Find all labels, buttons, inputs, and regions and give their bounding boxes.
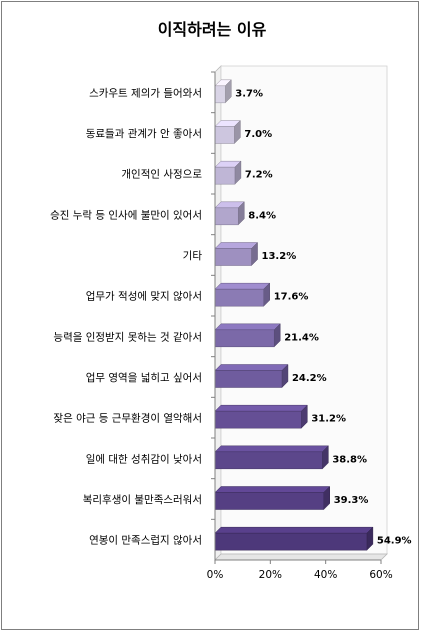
bar-face bbox=[214, 166, 236, 185]
category-label: 복리후생이 불만족스러워서 bbox=[83, 493, 202, 506]
bar bbox=[214, 241, 259, 267]
bar-top bbox=[214, 242, 259, 249]
bar bbox=[214, 485, 331, 511]
x-tick-label: 20% bbox=[259, 569, 282, 581]
bar-top bbox=[214, 282, 271, 290]
category-label: 승진 누락 등 인사에 불만이 있어서 bbox=[50, 209, 202, 221]
bar bbox=[214, 79, 232, 104]
data-label: 31.2% bbox=[311, 414, 346, 425]
bar-face bbox=[214, 207, 239, 226]
category-label: 잦은 야근 등 근무환경이 열악해서 bbox=[53, 412, 202, 425]
data-label: 39.3% bbox=[334, 495, 369, 506]
category-label: 능력을 인정받지 못하는 것 같아서 bbox=[53, 330, 202, 343]
bar-face bbox=[214, 248, 252, 266]
category-label: 개인적인 사정으로 bbox=[121, 169, 202, 181]
data-label: 3.7% bbox=[235, 88, 263, 99]
data-label: 21.4% bbox=[284, 332, 319, 343]
bar-top bbox=[214, 323, 281, 331]
data-label: 38.8% bbox=[332, 454, 367, 465]
bar bbox=[214, 323, 281, 348]
data-label: 13.2% bbox=[262, 251, 297, 262]
bar-face bbox=[214, 410, 302, 429]
bar bbox=[214, 404, 308, 429]
data-label: 17.6% bbox=[274, 292, 309, 303]
bar-face bbox=[214, 85, 226, 104]
data-label: 8.4% bbox=[248, 210, 276, 221]
category-label: 스카우트 제의가 들어와서 bbox=[89, 87, 202, 99]
chart-title: 이직하려는 이유 bbox=[157, 20, 267, 39]
bar-top bbox=[214, 404, 308, 412]
data-label: 24.2% bbox=[292, 373, 327, 384]
data-label: 7.2% bbox=[245, 170, 273, 181]
bar-top bbox=[214, 364, 289, 371]
bar bbox=[214, 160, 242, 185]
x-tick-label: 40% bbox=[314, 569, 337, 581]
bar-face bbox=[214, 532, 368, 551]
bar bbox=[214, 201, 245, 226]
bar-top bbox=[214, 526, 374, 534]
bar-face bbox=[214, 329, 275, 348]
x-tick-label: 0% bbox=[207, 569, 224, 581]
category-label: 연봉이 만족스럽지 않아서 bbox=[89, 534, 202, 547]
data-label: 7.0% bbox=[244, 129, 272, 140]
bar-top bbox=[214, 486, 331, 493]
plot-floor bbox=[214, 553, 388, 561]
bar-face bbox=[214, 451, 323, 470]
bar-face bbox=[214, 370, 283, 388]
bar-top bbox=[214, 445, 329, 453]
category-label: 일에 대한 성취감이 낮아서 bbox=[86, 452, 202, 465]
bar-face bbox=[214, 126, 235, 144]
bar bbox=[214, 282, 271, 307]
bar bbox=[214, 363, 289, 389]
category-label: 업무 영역을 넓히고 싶어서 bbox=[86, 371, 202, 384]
data-label: 54.9% bbox=[377, 536, 412, 547]
x-tick-label: 60% bbox=[369, 569, 392, 581]
bar-face bbox=[214, 288, 264, 307]
bar bbox=[214, 526, 374, 551]
bar bbox=[214, 119, 241, 145]
category-label: 기타 bbox=[183, 250, 203, 262]
category-label: 동료들과 관계가 안 좋아서 bbox=[86, 128, 202, 140]
bar-face bbox=[214, 492, 324, 510]
category-label: 업무가 적성에 맞지 않아서 bbox=[86, 290, 202, 303]
bar bbox=[214, 445, 329, 470]
